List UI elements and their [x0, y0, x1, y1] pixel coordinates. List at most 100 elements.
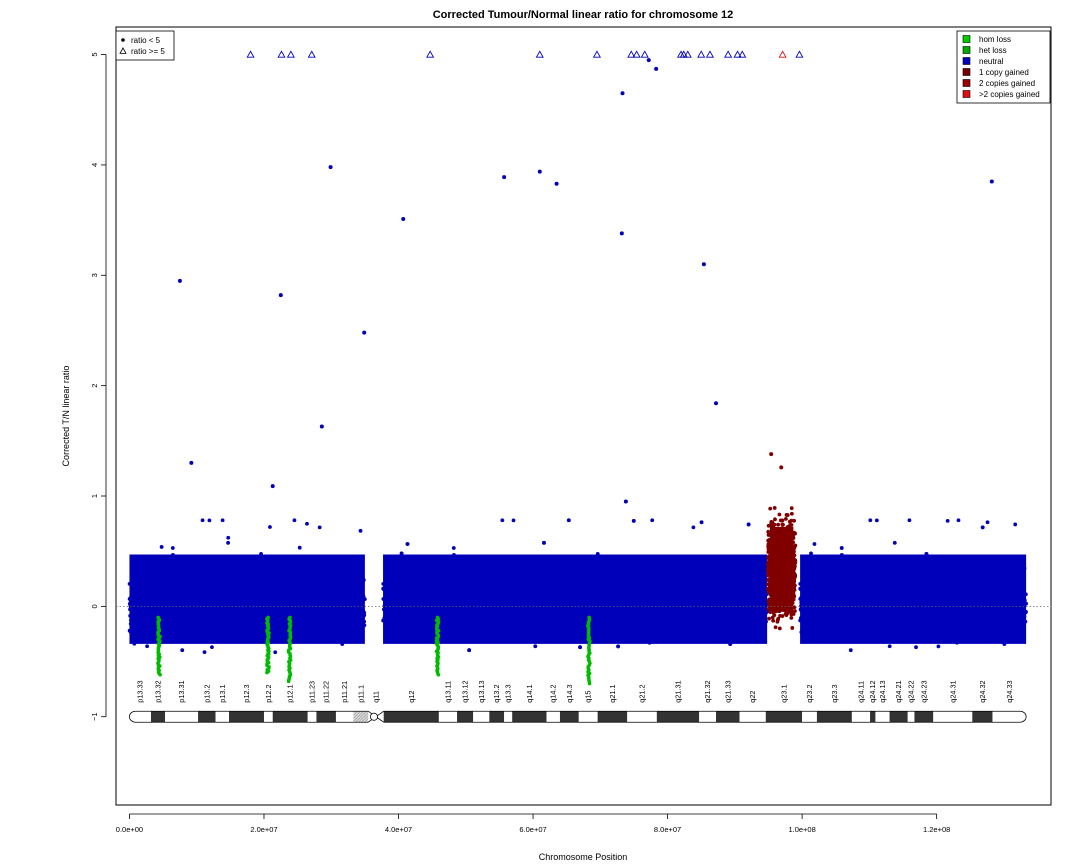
neutral-point	[315, 593, 320, 597]
neutral-point	[262, 600, 267, 605]
neutral-point	[507, 601, 512, 606]
neutral-point	[891, 583, 895, 588]
neutral-point	[356, 580, 361, 585]
neutral-point	[733, 590, 737, 595]
neutral-point	[699, 520, 704, 525]
neutral-point	[392, 614, 396, 619]
neutral-point	[854, 623, 859, 628]
neutral-point	[634, 599, 639, 604]
neutral-point	[279, 630, 284, 635]
neutral-point	[637, 613, 642, 618]
neutral-point	[350, 595, 355, 600]
neutral-point	[172, 624, 176, 629]
neutral-point	[237, 588, 242, 593]
neutral-point	[285, 606, 290, 610]
neutral-point	[426, 607, 431, 611]
neutral-point	[798, 582, 803, 586]
neutral-point	[935, 626, 940, 630]
neutral-point	[516, 624, 521, 629]
neutral-point	[542, 540, 546, 545]
neutral-point	[633, 633, 638, 637]
neutral-point	[400, 602, 405, 606]
neutral-point	[218, 578, 223, 583]
neutral-point	[948, 593, 952, 598]
neutral-point	[559, 595, 564, 600]
neutral-point	[867, 610, 872, 615]
neutral-point	[302, 584, 307, 589]
neutral-point	[814, 636, 818, 641]
neutral-point	[764, 610, 768, 615]
neutral-point	[1015, 583, 1020, 587]
neutral-point	[170, 546, 175, 550]
neutral-point	[946, 589, 951, 594]
neutral-point	[839, 553, 844, 557]
neutral-point	[954, 618, 959, 622]
neutral-point	[280, 620, 284, 625]
neutral-point	[875, 599, 880, 604]
neutral-point	[345, 622, 349, 627]
neutral-point	[877, 596, 882, 601]
neutral-point	[397, 631, 402, 636]
neutral-point	[574, 562, 579, 567]
neutral-point	[133, 591, 138, 596]
neutral-point	[542, 614, 547, 619]
neutral-point	[553, 610, 558, 615]
neutral-point	[548, 603, 553, 608]
neutral-point	[211, 612, 216, 617]
neutral-point	[414, 622, 418, 626]
neutral-point	[812, 588, 817, 593]
neutral-point	[1002, 624, 1007, 629]
neutral-point	[882, 615, 887, 620]
neutral-point	[263, 578, 268, 583]
neutral-point	[581, 584, 586, 588]
neutral-point	[649, 568, 654, 572]
neutral-point	[623, 629, 627, 634]
neutral-point	[308, 586, 313, 591]
neutral-point	[327, 602, 332, 607]
neutral-point	[210, 609, 215, 613]
neutral-point	[698, 582, 703, 587]
neutral-point	[412, 617, 416, 622]
neutral-point	[1002, 642, 1007, 647]
neutral-point	[150, 594, 155, 599]
neutral-point	[169, 596, 174, 601]
neutral-point	[709, 601, 714, 606]
neutral-point	[220, 621, 225, 626]
neutral-point	[221, 597, 226, 602]
neutral-point	[667, 624, 672, 629]
neutral-point	[360, 600, 365, 605]
neutral-point	[724, 618, 729, 622]
neutral-point	[714, 574, 719, 579]
neutral-point	[699, 613, 704, 618]
neutral-point	[533, 596, 538, 601]
neutral-point	[240, 597, 245, 602]
neutral-point	[238, 637, 243, 642]
neutral-point	[164, 621, 169, 626]
neutral-point	[297, 616, 302, 620]
neutral-point	[800, 636, 805, 641]
neutral-point	[906, 588, 911, 593]
neutral-point	[594, 607, 599, 612]
neutral-point	[678, 601, 683, 606]
neutral-point	[300, 600, 305, 605]
neutral-point	[868, 616, 873, 621]
neutral-point	[915, 609, 920, 614]
neutral-point	[618, 629, 623, 634]
neutral-point	[238, 611, 243, 616]
neutral-point	[180, 596, 184, 601]
neutral-point	[747, 581, 752, 585]
neutral-point	[706, 592, 710, 597]
neutral-point	[335, 618, 340, 623]
neutral-point	[301, 631, 306, 636]
neutral-point	[1017, 610, 1022, 614]
neutral-point	[131, 630, 136, 635]
neutral-point	[233, 585, 237, 590]
neutral-point	[352, 611, 357, 616]
neutral-point	[186, 623, 191, 628]
neutral-point	[713, 621, 718, 626]
neutral-point	[426, 580, 430, 585]
neutral-point	[387, 583, 392, 588]
neutral-point	[625, 588, 630, 593]
neutral-point	[582, 590, 586, 595]
neutral-point	[533, 644, 538, 649]
